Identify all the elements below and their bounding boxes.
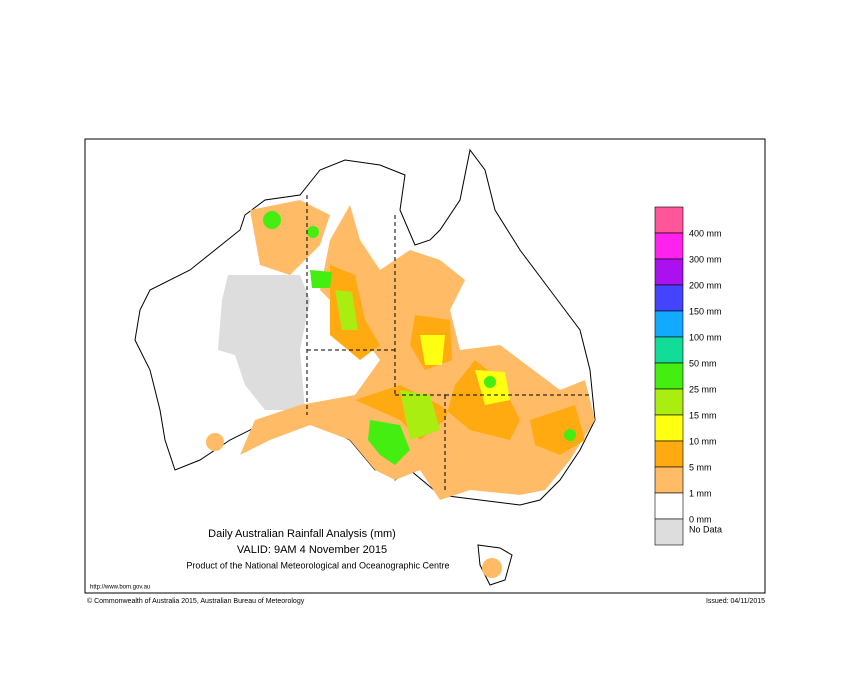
legend-label: 1 mm (689, 488, 712, 498)
legend-swatch (654, 492, 684, 520)
legend-label: 10 mm (689, 436, 717, 446)
rain-10mm (475, 370, 510, 405)
rain-25mm (310, 270, 332, 288)
rain-25mm (263, 211, 281, 229)
rain-25mm (307, 226, 319, 238)
legend-swatch (654, 284, 684, 312)
map (134, 148, 596, 586)
legend-label: 300 mm (689, 254, 722, 264)
legend-swatch (654, 258, 684, 286)
rain-10mm (420, 335, 445, 365)
producer: Product of the National Meteorological a… (186, 560, 449, 570)
legend-swatch (654, 440, 684, 468)
legend-label: 0 mm (689, 514, 712, 524)
issued: Issued: 04/11/2015 (706, 598, 765, 605)
legend-swatch (654, 206, 684, 234)
legend-no-data: No Data (689, 524, 722, 534)
legend-swatch (654, 388, 684, 416)
legend-label: 400 mm (689, 228, 722, 238)
legend-swatch (654, 336, 684, 364)
legend-label: 25 mm (689, 384, 717, 394)
no-data-area (218, 275, 310, 410)
rain-15mm (400, 390, 440, 440)
legend-label: 100 mm (689, 332, 722, 342)
rain-1mm (482, 558, 502, 578)
state-borders (306, 195, 590, 490)
valid-time: VALID: 9AM 4 November 2015 (237, 544, 387, 556)
map-title: Daily Australian Rainfall Analysis (mm) (208, 528, 396, 540)
rain-5mm (530, 405, 585, 455)
legend-swatch (654, 310, 684, 338)
legend: 400 mm 300 mm 200 mm 150 mm 100 mm 50 mm 25 mm… (654, 206, 722, 546)
rain-25mm (564, 429, 576, 441)
legend-swatch (654, 232, 684, 260)
legend-label: 50 mm (689, 358, 717, 368)
url: http://www.bom.gov.au (90, 585, 150, 591)
legend-swatch (654, 362, 684, 390)
legend-label: 200 mm (689, 280, 722, 290)
copyright: © Commonwealth of Australia 2015, Austra… (87, 597, 305, 605)
legend-swatch (654, 414, 684, 442)
rain-15mm (335, 290, 358, 330)
legend-label: 15 mm (689, 410, 717, 420)
rain-25mm (484, 376, 496, 388)
legend-label: 5 mm (689, 462, 712, 472)
rain-25mm (368, 420, 410, 465)
legend-swatch (654, 466, 684, 494)
legend-swatch (654, 518, 684, 546)
legend-label: 150 mm (689, 306, 722, 316)
rain-1mm (206, 433, 224, 451)
